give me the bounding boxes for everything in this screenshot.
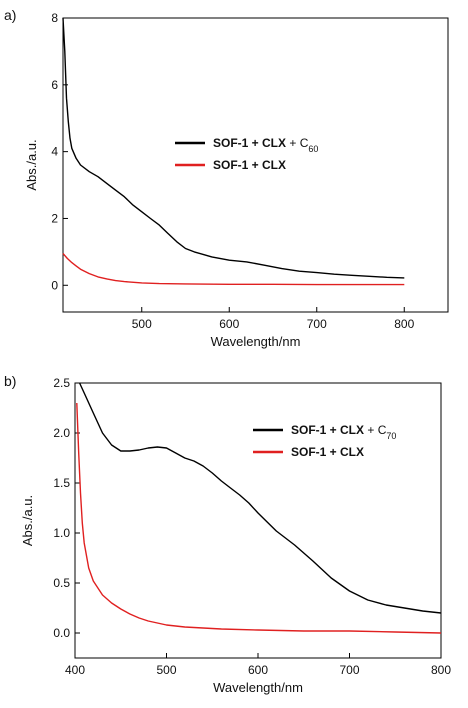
y-tick-label: 4 [51,145,58,159]
y-tick-label: 8 [51,11,58,25]
y-tick-label: 1.0 [53,526,70,540]
legend-label-1: SOF-1 + CLX + C60 [213,136,318,154]
legend-label-2: SOF-1 + CLX [213,158,286,172]
chart-panel-1: a) 500 600 700 800 0 2 4 6 8 Wavelength/nm Abs./a.u… [4,7,449,349]
x-tick-label: 700 [339,663,359,677]
x-axis-label: Wavelength/nm [213,680,303,695]
plot-frame [62,17,449,313]
x-tick-label: 800 [394,317,414,331]
x-tick-label: 500 [156,663,176,677]
y-tick-label: 6 [51,78,58,92]
chart-panel-2: b) 400 500 600 700 800 0.0 0.5 1.0 1.5 2.0 2.5 Wavel… [4,373,451,695]
y-tick-label: 2.5 [53,376,70,390]
panel-label: a) [4,7,16,23]
y-tick-label: 2.0 [53,426,70,440]
y-axis-label: Abs./a.u. [24,139,39,190]
series-line-2 [62,253,405,286]
x-tick-label: 800 [431,663,451,677]
series-line-1 [62,17,405,279]
series-line-1 [78,382,442,614]
x-tick-label: 400 [65,663,85,677]
x-tick-label: 700 [307,317,327,331]
y-tick-label: 2 [51,211,58,225]
y-tick-label: 0 [51,278,58,292]
y-tick-label: 1.5 [53,476,70,490]
series-line-2 [76,402,442,634]
x-tick-label: 600 [219,317,239,331]
y-axis-label: Abs./a.u. [20,495,35,546]
y-tick-label: 0.0 [53,626,70,640]
legend-label-1: SOF-1 + CLX + C70 [291,423,396,441]
x-axis-label: Wavelength/nm [211,334,301,349]
x-tick-label: 500 [132,317,152,331]
y-tick-label: 0.5 [53,576,70,590]
legend-label-2: SOF-1 + CLX [291,445,364,459]
panel-label: b) [4,373,16,389]
x-tick-label: 600 [248,663,268,677]
